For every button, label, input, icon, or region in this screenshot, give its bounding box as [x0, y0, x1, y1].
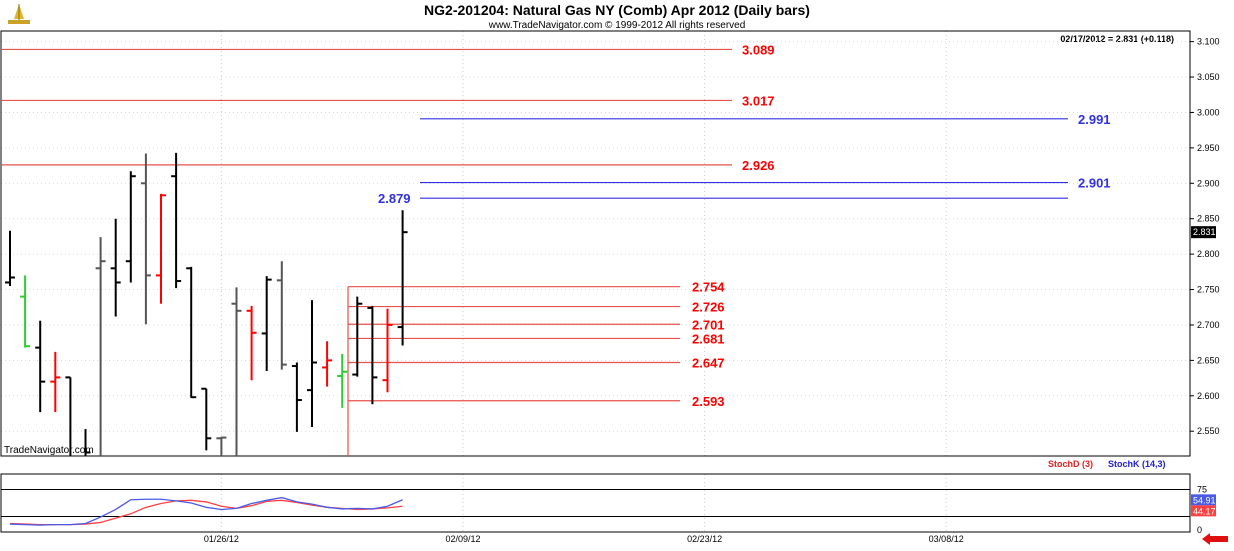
price-bars: [5, 152, 408, 456]
ohlc-bar: [125, 171, 136, 283]
ohlc-bar: [171, 152, 182, 289]
stochd-last-label: 44.17: [1193, 506, 1216, 516]
level-lines: 3.089 3.017 2.926 2.991 2.901 2.879 2.754 2.726…: [1, 42, 1111, 456]
stochk-line: [9, 496, 403, 526]
ohlc-bar: [291, 362, 302, 432]
x-tick-label: 02/23/12: [687, 534, 722, 544]
ohlc-bar: [156, 193, 166, 304]
retracement-label: 2.593: [692, 394, 725, 409]
fib-label: 2.991: [1078, 112, 1111, 127]
trade-navigator-logo-icon: [6, 2, 32, 26]
ohlc-bar: [65, 376, 72, 456]
ohlc-bar: [246, 305, 257, 381]
ohlc-bar: [84, 429, 91, 456]
y-tick-label: 3.000: [1197, 107, 1220, 117]
y-tick-label: 2.850: [1197, 214, 1220, 224]
ohlc-bar: [216, 436, 227, 456]
ohlc-bar: [231, 287, 242, 456]
stochd-last-box: [1191, 505, 1216, 517]
x-tick-label: 02/09/12: [445, 534, 480, 544]
stoch-panel-frame: [0, 473, 1191, 533]
stoch-y-tick-label: 75: [1197, 485, 1207, 495]
ohlc-bar: [322, 341, 333, 387]
last-price-label: 2.831: [1193, 227, 1216, 237]
y-tick-label: 2.550: [1197, 426, 1220, 436]
ohlc-bar: [307, 300, 317, 427]
ohlc-bar: [261, 276, 272, 371]
x-tick-label: 03/08/12: [929, 534, 964, 544]
gridlines: [1, 31, 1190, 532]
price-readout: 02/17/2012 = 2.831 (+0.118): [1060, 34, 1174, 44]
chart-title: NG2-201204: Natural Gas NY (Comb) Apr 20…: [424, 2, 810, 18]
retracement-label: 2.647: [692, 356, 725, 371]
resistance-label: 3.017: [742, 93, 775, 108]
ohlc-bar: [50, 351, 61, 413]
ohlc-bar: [186, 266, 197, 399]
retracement-label: 2.701: [692, 317, 725, 332]
ohlc-bar: [5, 230, 15, 286]
stochd-line: [9, 499, 403, 526]
panel-frames: [0, 30, 1191, 533]
y-tick-label: 3.050: [1197, 72, 1220, 82]
ohlc-bar: [352, 296, 363, 377]
scroll-left-arrow-icon[interactable]: [1200, 532, 1230, 546]
y-tick-label: 2.700: [1197, 320, 1220, 330]
resistance-label: 2.926: [742, 158, 775, 173]
copyright-notice: www.TradeNavigator.com © 1999-2012 All r…: [488, 20, 746, 31]
y-tick-label: 2.750: [1197, 285, 1220, 295]
y-tick-label: 2.600: [1197, 391, 1220, 401]
ohlc-bar: [95, 237, 106, 456]
ohlc-bar: [276, 261, 287, 370]
stochk-legend: StochK (14,3): [1108, 459, 1166, 469]
y-tick-label: 2.650: [1197, 355, 1220, 365]
resistance-label: 3.089: [742, 42, 775, 57]
stochk-last-box: [1191, 494, 1216, 506]
stoch-y-tick-label: 0: [1197, 525, 1202, 535]
last-price-box: [1191, 226, 1216, 239]
y-tick-label: 3.100: [1197, 37, 1220, 47]
ohlc-bar: [201, 387, 212, 451]
stochk-last-label: 54.91: [1193, 495, 1216, 505]
ohlc-bar: [337, 354, 348, 408]
y-tick-label: 2.950: [1197, 143, 1220, 153]
stochd-legend: StochD (3): [1048, 459, 1093, 469]
fib-label: 2.901: [1078, 176, 1111, 191]
ohlc-bar: [110, 218, 121, 317]
retracement-label: 2.754: [692, 280, 725, 295]
ohlc-bar: [367, 305, 378, 405]
ohlc-bar: [382, 308, 393, 393]
retracement-label: 2.681: [692, 331, 725, 346]
y-tick-label: 2.800: [1197, 249, 1220, 259]
fib-label: 2.879: [378, 191, 411, 206]
x-tick-label: 01/26/12: [204, 534, 239, 544]
axis-labels: 3.100 3.050 3.000 2.950 2.900 2.850 2.800 2.750…: [204, 37, 1220, 544]
retracement-label: 2.726: [692, 300, 725, 315]
price-panel-frame: [0, 30, 1191, 457]
ohlc-bar: [20, 275, 31, 348]
ohlc-bar: [35, 320, 46, 413]
ohlc-bar: [397, 210, 408, 346]
y-tick-label: 2.900: [1197, 178, 1220, 188]
watermark-text: TradeNavigator.com: [4, 445, 94, 456]
ohlc-bar: [140, 153, 151, 325]
